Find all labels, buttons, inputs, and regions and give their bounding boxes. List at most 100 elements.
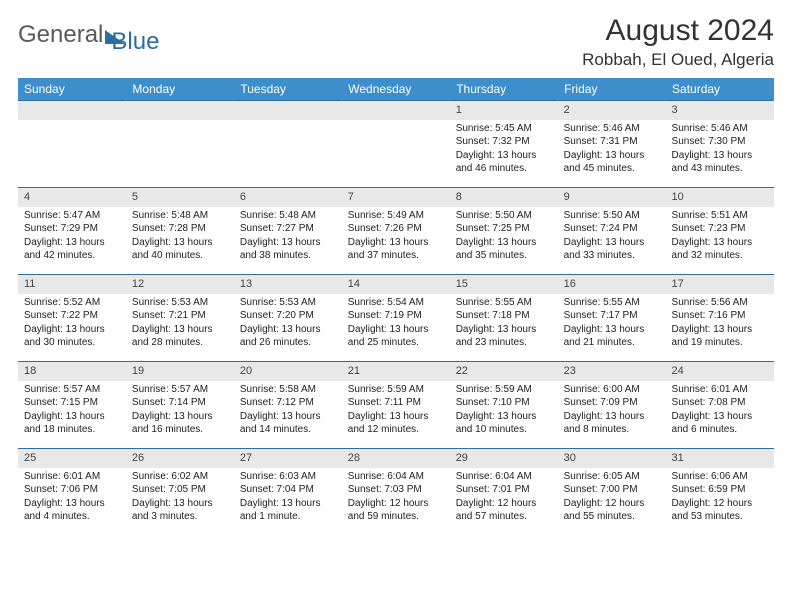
- day-info: Sunrise: 5:59 AMSunset: 7:10 PMDaylight:…: [450, 381, 558, 439]
- day-info: Sunrise: 5:52 AMSunset: 7:22 PMDaylight:…: [18, 294, 126, 352]
- daylight-text: Daylight: 13 hours and 30 minutes.: [24, 323, 120, 350]
- sunrise-text: Sunrise: 5:55 AM: [456, 296, 552, 310]
- day-info: Sunrise: 6:01 AMSunset: 7:08 PMDaylight:…: [666, 381, 774, 439]
- daylight-text: Daylight: 13 hours and 10 minutes.: [456, 410, 552, 437]
- daylight-text: Daylight: 13 hours and 26 minutes.: [240, 323, 336, 350]
- sunrise-text: Sunrise: 6:05 AM: [564, 470, 660, 484]
- day-info: Sunrise: 5:46 AMSunset: 7:30 PMDaylight:…: [666, 120, 774, 178]
- sunrise-text: Sunrise: 5:46 AM: [564, 122, 660, 136]
- day-info: Sunrise: 5:57 AMSunset: 7:15 PMDaylight:…: [18, 381, 126, 439]
- daylight-text: Daylight: 13 hours and 3 minutes.: [132, 497, 228, 524]
- daylight-text: Daylight: 13 hours and 45 minutes.: [564, 149, 660, 176]
- day-number: 11: [18, 275, 126, 294]
- day-number: 29: [450, 449, 558, 468]
- sunrise-text: Sunrise: 5:58 AM: [240, 383, 336, 397]
- day-number: 23: [558, 362, 666, 381]
- daylight-text: Daylight: 12 hours and 57 minutes.: [456, 497, 552, 524]
- sunset-text: Sunset: 7:32 PM: [456, 135, 552, 149]
- calendar-day-cell: 7Sunrise: 5:49 AMSunset: 7:26 PMDaylight…: [342, 188, 450, 275]
- sunrise-text: Sunrise: 6:04 AM: [456, 470, 552, 484]
- daylight-text: Daylight: 13 hours and 6 minutes.: [672, 410, 768, 437]
- day-info: Sunrise: 6:00 AMSunset: 7:09 PMDaylight:…: [558, 381, 666, 439]
- day-info: Sunrise: 5:57 AMSunset: 7:14 PMDaylight:…: [126, 381, 234, 439]
- calendar-day-cell: 14Sunrise: 5:54 AMSunset: 7:19 PMDayligh…: [342, 275, 450, 362]
- calendar-day-cell: 22Sunrise: 5:59 AMSunset: 7:10 PMDayligh…: [450, 362, 558, 449]
- sunset-text: Sunset: 7:20 PM: [240, 309, 336, 323]
- day-number-empty: [342, 101, 450, 120]
- logo-text-general: General: [18, 21, 103, 49]
- calendar-week-row: 25Sunrise: 6:01 AMSunset: 7:06 PMDayligh…: [18, 449, 774, 536]
- sunrise-text: Sunrise: 5:52 AM: [24, 296, 120, 310]
- sunset-text: Sunset: 7:18 PM: [456, 309, 552, 323]
- calendar-day-cell: 15Sunrise: 5:55 AMSunset: 7:18 PMDayligh…: [450, 275, 558, 362]
- day-number: 28: [342, 449, 450, 468]
- day-number: 12: [126, 275, 234, 294]
- sunrise-text: Sunrise: 5:46 AM: [672, 122, 768, 136]
- sunset-text: Sunset: 7:03 PM: [348, 483, 444, 497]
- calendar-day-cell: 13Sunrise: 5:53 AMSunset: 7:20 PMDayligh…: [234, 275, 342, 362]
- calendar-week-row: 1Sunrise: 5:45 AMSunset: 7:32 PMDaylight…: [18, 101, 774, 188]
- calendar-day-cell: 30Sunrise: 6:05 AMSunset: 7:00 PMDayligh…: [558, 449, 666, 536]
- sunset-text: Sunset: 7:30 PM: [672, 135, 768, 149]
- calendar-day-cell: 26Sunrise: 6:02 AMSunset: 7:05 PMDayligh…: [126, 449, 234, 536]
- day-info: Sunrise: 6:06 AMSunset: 6:59 PMDaylight:…: [666, 468, 774, 526]
- calendar-day-cell: 6Sunrise: 5:48 AMSunset: 7:27 PMDaylight…: [234, 188, 342, 275]
- calendar-day-cell: 23Sunrise: 6:00 AMSunset: 7:09 PMDayligh…: [558, 362, 666, 449]
- sunrise-text: Sunrise: 5:57 AM: [24, 383, 120, 397]
- day-number: 24: [666, 362, 774, 381]
- calendar-week-row: 18Sunrise: 5:57 AMSunset: 7:15 PMDayligh…: [18, 362, 774, 449]
- sunset-text: Sunset: 7:17 PM: [564, 309, 660, 323]
- sunrise-text: Sunrise: 5:47 AM: [24, 209, 120, 223]
- sunset-text: Sunset: 7:14 PM: [132, 396, 228, 410]
- sunset-text: Sunset: 7:23 PM: [672, 222, 768, 236]
- daylight-text: Daylight: 13 hours and 28 minutes.: [132, 323, 228, 350]
- sunset-text: Sunset: 7:10 PM: [456, 396, 552, 410]
- sunrise-text: Sunrise: 5:51 AM: [672, 209, 768, 223]
- day-info: Sunrise: 5:55 AMSunset: 7:17 PMDaylight:…: [558, 294, 666, 352]
- sunrise-text: Sunrise: 5:55 AM: [564, 296, 660, 310]
- daylight-text: Daylight: 13 hours and 16 minutes.: [132, 410, 228, 437]
- day-info: Sunrise: 5:47 AMSunset: 7:29 PMDaylight:…: [18, 207, 126, 265]
- calendar-day-cell: 31Sunrise: 6:06 AMSunset: 6:59 PMDayligh…: [666, 449, 774, 536]
- sunset-text: Sunset: 7:06 PM: [24, 483, 120, 497]
- calendar-day-cell: 19Sunrise: 5:57 AMSunset: 7:14 PMDayligh…: [126, 362, 234, 449]
- sunset-text: Sunset: 7:11 PM: [348, 396, 444, 410]
- day-number: 15: [450, 275, 558, 294]
- sunrise-text: Sunrise: 6:04 AM: [348, 470, 444, 484]
- day-info: Sunrise: 6:01 AMSunset: 7:06 PMDaylight:…: [18, 468, 126, 526]
- sunset-text: Sunset: 7:28 PM: [132, 222, 228, 236]
- day-info: Sunrise: 5:49 AMSunset: 7:26 PMDaylight:…: [342, 207, 450, 265]
- day-number: 20: [234, 362, 342, 381]
- calendar-table: SundayMondayTuesdayWednesdayThursdayFrid…: [18, 78, 774, 535]
- sunset-text: Sunset: 7:31 PM: [564, 135, 660, 149]
- day-info: Sunrise: 5:45 AMSunset: 7:32 PMDaylight:…: [450, 120, 558, 178]
- sunrise-text: Sunrise: 5:50 AM: [564, 209, 660, 223]
- daylight-text: Daylight: 12 hours and 55 minutes.: [564, 497, 660, 524]
- day-info: Sunrise: 6:03 AMSunset: 7:04 PMDaylight:…: [234, 468, 342, 526]
- day-number: 17: [666, 275, 774, 294]
- daylight-text: Daylight: 13 hours and 12 minutes.: [348, 410, 444, 437]
- calendar-day-cell: 16Sunrise: 5:55 AMSunset: 7:17 PMDayligh…: [558, 275, 666, 362]
- day-number: 26: [126, 449, 234, 468]
- sunset-text: Sunset: 7:16 PM: [672, 309, 768, 323]
- daylight-text: Daylight: 13 hours and 4 minutes.: [24, 497, 120, 524]
- logo-text-blue: Blue: [111, 32, 159, 52]
- day-number: 8: [450, 188, 558, 207]
- day-header: Sunday: [18, 78, 126, 101]
- sunrise-text: Sunrise: 5:54 AM: [348, 296, 444, 310]
- calendar-day-cell: 20Sunrise: 5:58 AMSunset: 7:12 PMDayligh…: [234, 362, 342, 449]
- day-header: Friday: [558, 78, 666, 101]
- day-number: 6: [234, 188, 342, 207]
- calendar-day-cell: 8Sunrise: 5:50 AMSunset: 7:25 PMDaylight…: [450, 188, 558, 275]
- day-info: Sunrise: 5:54 AMSunset: 7:19 PMDaylight:…: [342, 294, 450, 352]
- day-info: Sunrise: 6:02 AMSunset: 7:05 PMDaylight:…: [126, 468, 234, 526]
- sunset-text: Sunset: 7:01 PM: [456, 483, 552, 497]
- sunrise-text: Sunrise: 5:56 AM: [672, 296, 768, 310]
- calendar-day-cell: 21Sunrise: 5:59 AMSunset: 7:11 PMDayligh…: [342, 362, 450, 449]
- calendar-head: SundayMondayTuesdayWednesdayThursdayFrid…: [18, 78, 774, 101]
- sunrise-text: Sunrise: 6:02 AM: [132, 470, 228, 484]
- day-number: 21: [342, 362, 450, 381]
- daylight-text: Daylight: 12 hours and 59 minutes.: [348, 497, 444, 524]
- daylight-text: Daylight: 13 hours and 1 minute.: [240, 497, 336, 524]
- daylight-text: Daylight: 13 hours and 38 minutes.: [240, 236, 336, 263]
